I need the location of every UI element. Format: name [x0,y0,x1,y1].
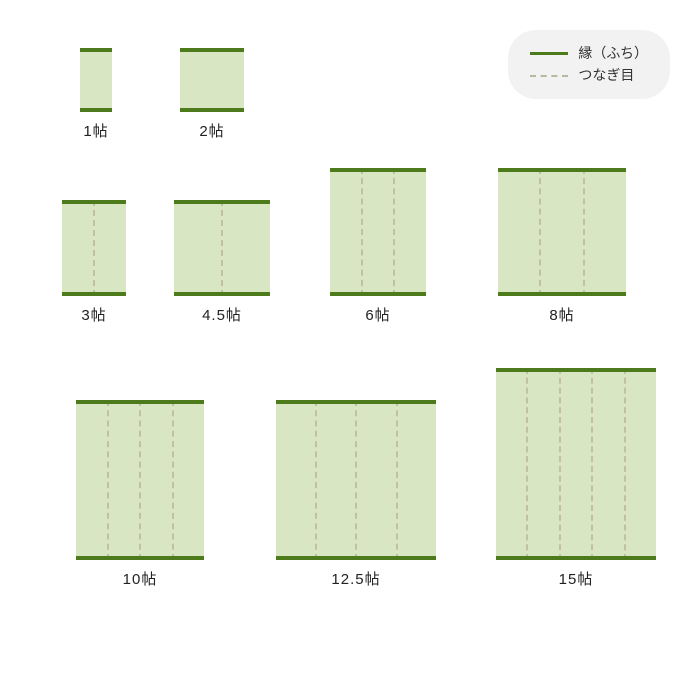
mat-group: 2帖 [180,48,244,141]
mat-segment [223,200,270,296]
mat-segment [76,400,109,560]
mat-label: 1帖 [80,120,112,141]
mat-group: 12.5帖 [276,400,436,589]
mat-segment [363,168,396,296]
mat-label: 12.5帖 [276,568,436,589]
mat-segment [174,400,205,560]
mat-label: 2帖 [180,120,244,141]
mat-label: 8帖 [498,304,626,325]
mat-segment [398,400,437,560]
tatami-mat [276,400,436,560]
legend-edge-label: 縁（ふち） [578,42,648,64]
tatami-mat [62,200,126,296]
mat-segment [528,368,560,560]
mat-group: 10帖 [76,400,204,589]
mat-label: 4.5帖 [174,304,270,325]
mat-segment [174,200,223,296]
tatami-mat [76,400,204,560]
tatami-mat [180,48,244,112]
mat-segment [80,48,112,112]
mat-label: 6帖 [330,304,426,325]
seam-line-icon [530,75,568,77]
tatami-mat [80,48,112,112]
mat-segment [593,368,625,560]
mat-segment [180,48,244,112]
mat-group: 8帖 [498,168,626,325]
mat-label: 3帖 [62,304,126,325]
tatami-mat [498,168,626,296]
mat-segment [498,168,541,296]
mat-segment [330,168,363,296]
mat-segment [395,168,426,296]
tatami-mat [496,368,656,560]
mat-segment [276,400,317,560]
legend-box: 縁（ふち） つなぎ目 [508,30,670,99]
tatami-mat [174,200,270,296]
mat-segment [109,400,142,560]
mat-segment [317,400,358,560]
mat-segment [561,368,593,560]
mat-label: 10帖 [76,568,204,589]
mat-segment [95,200,126,296]
legend-seam-label: つなぎ目 [578,64,634,86]
mat-group: 6帖 [330,168,426,325]
mat-segment [141,400,174,560]
mat-segment [541,168,584,296]
mat-segment [626,368,656,560]
mat-group: 4.5帖 [174,200,270,325]
legend-row-edge: 縁（ふち） [530,42,648,64]
mat-segment [357,400,398,560]
mat-group: 15帖 [496,368,656,589]
mat-group: 1帖 [80,48,112,141]
mat-group: 3帖 [62,200,126,325]
mat-segment [496,368,528,560]
edge-line-icon [530,52,568,55]
mat-label: 15帖 [496,568,656,589]
tatami-mat [330,168,426,296]
mat-segment [62,200,95,296]
mat-segment [585,168,626,296]
legend-row-seam: つなぎ目 [530,64,648,86]
